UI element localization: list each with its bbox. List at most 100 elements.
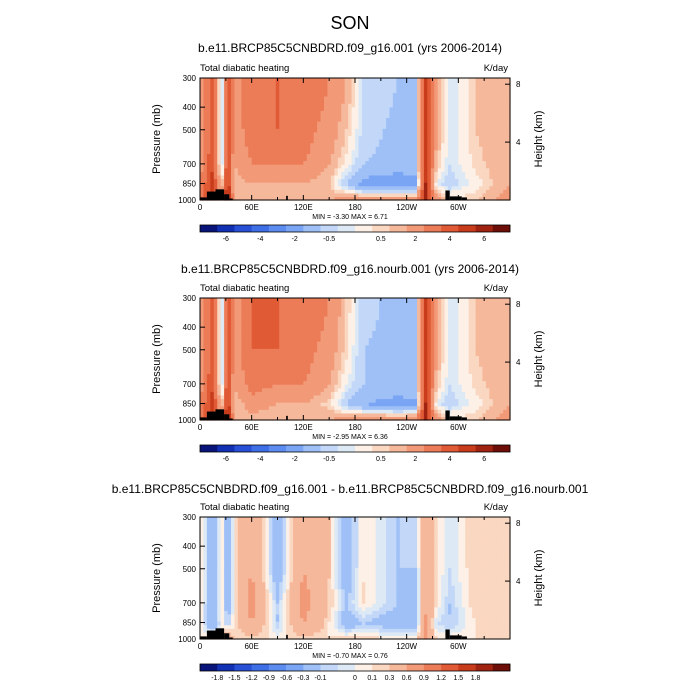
- heatmap-cell: [492, 124, 497, 129]
- heatmap-cell: [386, 95, 391, 101]
- heatmap-cell: [237, 81, 242, 86]
- heatmap-cell: [434, 192, 439, 198]
- heatmap-cell: [237, 121, 242, 126]
- heatmap-cell: [275, 189, 280, 194]
- heatmap-cell: [468, 373, 473, 378]
- heatmap-cell: [313, 139, 318, 144]
- heatmap-cell: [406, 113, 411, 119]
- heatmap-cell: [461, 185, 466, 190]
- heatmap-cell: [468, 146, 473, 151]
- heatmap-cell: [217, 380, 222, 385]
- heatmap-cell: [444, 81, 449, 86]
- heatmap-cell: [399, 124, 404, 129]
- heatmap-cell: [496, 99, 501, 104]
- heatmap-cell: [358, 171, 363, 176]
- heatmap-cell: [213, 351, 218, 357]
- heatmap-cell: [427, 196, 432, 201]
- heatmap-cell: [410, 171, 415, 176]
- heatmap-cell: [282, 174, 287, 180]
- heatmap-cell: [448, 178, 453, 183]
- heatmap-cell: [434, 78, 439, 83]
- heatmap-cell: [379, 146, 384, 151]
- heatmap-cell: [289, 412, 294, 418]
- heatmap-cell: [306, 135, 311, 140]
- heatmap-cell: [506, 117, 511, 122]
- heatmap-cell: [262, 171, 267, 176]
- heatmap-cell: [375, 376, 380, 382]
- heatmap-cell: [458, 394, 463, 400]
- heatmap-cell: [489, 359, 494, 364]
- heatmap-cell: [299, 95, 304, 101]
- y-tick-label: 1000: [178, 196, 196, 205]
- heatmap-cell: [503, 142, 508, 147]
- heatmap-cell: [213, 142, 218, 147]
- heatmap-cell: [358, 117, 363, 122]
- heatmap-cell: [506, 81, 511, 86]
- heatmap-cell: [265, 348, 270, 353]
- heatmap-cell: [227, 359, 232, 364]
- heatmap-cell: [465, 387, 470, 392]
- heatmap-cell: [220, 153, 225, 158]
- heatmap-cell: [379, 405, 384, 410]
- heatmap-cell: [227, 156, 232, 162]
- heatmap-cell: [499, 189, 504, 194]
- heatmap-cell: [461, 362, 466, 367]
- heatmap-cell: [299, 178, 304, 183]
- heatmap-cell: [410, 113, 415, 119]
- heatmap-cell: [458, 351, 463, 357]
- heatmap-cell: [258, 394, 263, 400]
- heatmap-cell: [341, 139, 346, 144]
- heatmap-cell: [396, 362, 401, 367]
- heatmap-cell: [375, 106, 380, 111]
- heatmap-cell: [475, 402, 480, 407]
- heatmap-cell: [410, 164, 415, 169]
- heatmap-cell: [320, 78, 325, 83]
- heatmap-cell: [251, 366, 256, 371]
- heatmap-cell: [461, 78, 466, 83]
- heatmap-cell: [403, 174, 408, 180]
- heatmap-cell: [472, 153, 477, 158]
- heatmap-cell: [337, 106, 342, 111]
- heatmap-cell: [296, 121, 301, 126]
- heatmap-cell: [492, 416, 497, 421]
- heatmap-cell: [237, 135, 242, 140]
- heatmap-cell: [330, 117, 335, 122]
- heatmap-cell: [427, 409, 432, 414]
- heatmap-cell: [344, 139, 349, 144]
- heatmap-cell: [382, 124, 387, 129]
- heatmap-cell: [372, 398, 377, 403]
- heatmap-cell: [200, 146, 205, 151]
- heatmap-cell: [358, 402, 363, 407]
- heatmap-cell: [282, 99, 287, 104]
- heatmap-cell: [479, 146, 484, 151]
- heatmap-cell: [344, 373, 349, 378]
- heatmap-cell: [420, 121, 425, 126]
- heatmap-cell: [299, 402, 304, 407]
- heatmap-cell: [423, 128, 428, 133]
- heatmap-cell: [496, 196, 501, 201]
- topography-mask: [200, 197, 207, 200]
- heatmap-cell: [324, 398, 329, 403]
- heatmap-cell: [368, 113, 373, 119]
- heatmap-cell: [496, 348, 501, 353]
- heatmap-cell: [361, 373, 366, 378]
- heatmap-cell: [461, 369, 466, 374]
- heatmap-cell: [341, 369, 346, 374]
- heatmap-cell: [389, 167, 394, 172]
- heatmap-cell: [482, 88, 487, 93]
- heatmap-cell: [482, 113, 487, 119]
- heatmap-cell: [224, 359, 229, 364]
- heatmap-cell: [282, 359, 287, 364]
- heatmap-cell: [482, 391, 487, 396]
- heatmap-cell: [299, 149, 304, 154]
- heatmap-cell: [489, 128, 494, 133]
- heatmap-cell: [303, 92, 308, 97]
- heatmap-cell: [451, 103, 456, 108]
- heatmap-cell: [310, 369, 315, 374]
- heatmap-cell: [399, 412, 404, 418]
- heatmap-cell: [427, 149, 432, 154]
- heatmap-cell: [492, 351, 497, 357]
- heatmap-cell: [217, 99, 222, 104]
- heatmap-cell: [444, 95, 449, 101]
- heatmap-cell: [320, 384, 325, 389]
